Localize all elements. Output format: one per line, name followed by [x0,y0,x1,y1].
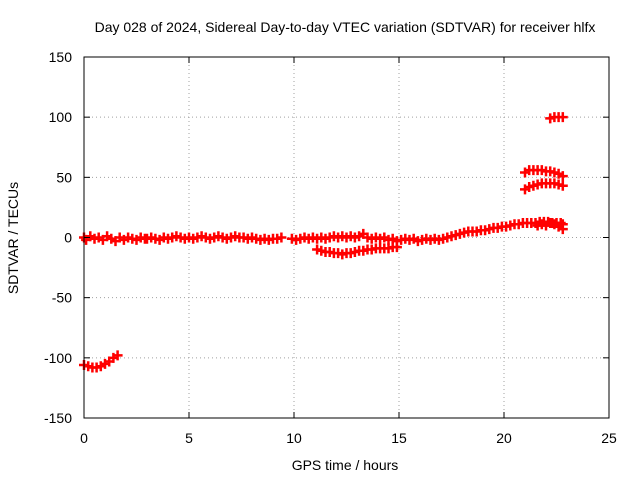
data-series [79,112,568,373]
y-tick-label: 0 [64,230,72,246]
y-axis-label: SDTVAR / TECUs [5,182,21,294]
data-point [557,224,568,235]
x-tick-label: 5 [185,430,193,446]
x-tick-label: 25 [601,430,617,446]
data-point [557,171,568,182]
y-tick-label: 100 [49,109,73,125]
y-tick-label: 50 [56,169,72,185]
data-point [557,112,568,123]
data-point [391,242,402,253]
chart-title: Day 028 of 2024, Sidereal Day-to-day VTE… [95,19,596,35]
y-tick-label: 150 [49,49,73,65]
x-tick-label: 20 [496,430,512,446]
x-tick-label: 10 [286,430,302,446]
data-point [557,180,568,191]
y-tick-label: -150 [44,410,72,426]
data-point [276,232,287,243]
axis-ticks: 0 5 10 15 20 25 150 100 50 0 -50 -100 -150 [44,49,617,446]
y-tick-label: -50 [52,290,72,306]
y-tick-label: -100 [44,350,72,366]
data-point [112,350,123,361]
x-tick-label: 15 [391,430,407,446]
x-axis-label: GPS time / hours [292,457,399,473]
x-tick-label: 0 [80,430,88,446]
